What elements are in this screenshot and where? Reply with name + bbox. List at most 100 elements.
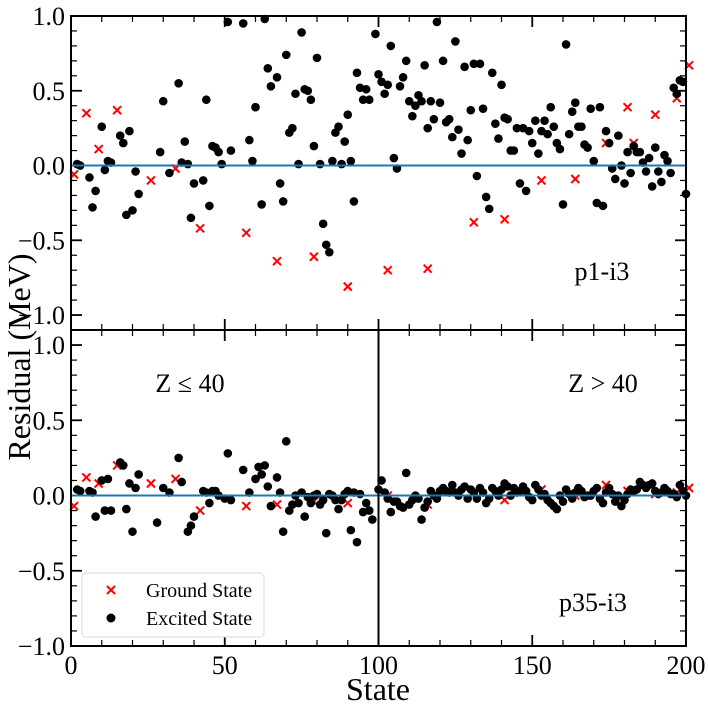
top-ground-state-point	[241, 228, 251, 238]
bottom-excited-state-point	[122, 504, 131, 514]
top-excited-state-point	[564, 129, 574, 139]
top-ground-state-point	[422, 263, 433, 274]
top-excited-state-point	[451, 37, 460, 46]
bottom-excited-state-point	[223, 449, 233, 458]
top-excited-state-point	[263, 64, 273, 73]
top-excited-state-point	[100, 165, 110, 175]
top-excited-state-point	[577, 122, 586, 131]
top-y-tick-label: −0.5	[18, 226, 65, 255]
top-excited-state-point	[275, 179, 285, 188]
top-excited-state-point	[251, 102, 260, 112]
bottom-excited-state-point	[186, 521, 196, 530]
top-excited-state-point	[134, 189, 143, 199]
top-excited-state-point	[122, 210, 131, 220]
top-excited-state-point	[546, 102, 555, 112]
top-excited-state-point	[663, 156, 672, 166]
top-excited-state-point	[115, 131, 125, 140]
top-excited-state-point	[214, 147, 223, 157]
bottom-excited-state-point	[423, 497, 433, 506]
top-ground-state-point	[146, 175, 156, 186]
top-excited-state-point	[549, 122, 559, 131]
x-axis-title: State	[346, 671, 410, 707]
top-excited-state-point	[294, 159, 303, 169]
top-excited-state-point	[555, 144, 565, 154]
bottom-panel: −1.0 −0.5 0.0 0.5 1.0 0 50 100 150 200 p35-i3 Z ≤ 4…	[18, 329, 706, 680]
top-excited-state-point	[478, 104, 488, 114]
bottom-excited-state-point	[294, 498, 303, 508]
top-excited-state-point	[620, 179, 629, 188]
top-excited-state-point	[395, 81, 405, 91]
top-excited-state-point	[198, 176, 208, 185]
top-y-tick-label: −1.0	[18, 301, 65, 330]
top-excited-state-point	[641, 167, 651, 176]
region-label-right: Z > 40	[568, 369, 638, 398]
top-excited-state-point	[567, 107, 577, 116]
top-panel-annotation: p1-i3	[575, 257, 630, 286]
top-excited-state-point	[586, 104, 595, 114]
top-excited-state-point	[88, 203, 97, 212]
bottom-excited-state-point	[103, 474, 113, 484]
top-excited-state-point	[128, 206, 137, 215]
top-excited-state-point	[155, 147, 165, 157]
bottom-excited-state-point	[355, 489, 365, 499]
bottom-excited-state-point	[189, 512, 199, 521]
top-excited-state-point	[223, 17, 233, 27]
bottom-excited-state-point	[361, 498, 371, 508]
top-excited-state-point	[598, 201, 608, 211]
top-excited-state-point	[654, 167, 663, 176]
top-excited-state-point	[524, 126, 534, 136]
top-ground-state-point	[499, 214, 510, 225]
top-excited-state-point	[475, 59, 485, 69]
bottom-excited-state-point	[647, 479, 657, 488]
top-excited-state-point	[325, 247, 334, 257]
bottom-excited-state-point	[346, 525, 356, 535]
top-excited-state-point	[389, 153, 399, 163]
top-excited-state-point	[531, 116, 540, 125]
top-excited-state-point	[174, 78, 183, 88]
bottom-excited-state-point	[158, 483, 168, 493]
top-excited-state-point	[666, 168, 675, 178]
top-excited-state-point	[672, 89, 682, 99]
top-ground-state-point	[383, 265, 393, 275]
legend-label-ground: Ground State	[146, 580, 252, 602]
top-excited-state-point	[349, 197, 359, 206]
top-excited-state-point	[472, 171, 482, 181]
bottom-excited-state-point	[306, 498, 316, 508]
bottom-excited-state-point	[125, 479, 134, 488]
top-excited-state-point	[420, 61, 429, 70]
top-excited-state-point	[303, 86, 313, 96]
bottom-excited-state-point	[312, 489, 322, 499]
top-ground-state-point	[309, 252, 319, 262]
x-tick-label: 100	[359, 651, 398, 680]
top-excited-state-point	[291, 89, 300, 99]
top-excited-state-point	[386, 41, 396, 51]
top-excited-state-point	[318, 219, 328, 229]
bottom-ground-state-point	[146, 478, 156, 489]
bottom-ground-state-point	[241, 501, 251, 511]
top-excited-state-point	[540, 116, 549, 125]
legend-marker-excited	[106, 613, 116, 623]
top-excited-state-point	[644, 153, 654, 163]
top-excited-state-point	[650, 143, 660, 152]
top-excited-state-point	[125, 126, 134, 136]
top-ground-state-point	[570, 174, 581, 184]
top-excited-state-point	[429, 114, 439, 124]
top-excited-state-point	[398, 73, 408, 82]
top-excited-state-point	[266, 81, 276, 91]
top-excited-state-point	[315, 159, 325, 169]
top-excited-state-point	[380, 89, 389, 99]
top-ground-state-point	[272, 256, 282, 266]
bottom-excited-state-point	[331, 495, 340, 505]
legend-label-excited: Excited State	[146, 608, 252, 630]
top-excited-state-point	[309, 141, 319, 151]
x-tick-label: 200	[667, 651, 706, 680]
bottom-excited-state-point	[592, 483, 602, 493]
top-excited-state-point	[91, 186, 100, 196]
bottom-excited-state-point	[177, 477, 186, 487]
bottom-excited-state-point	[364, 506, 374, 515]
bottom-excited-state-point	[272, 473, 282, 482]
top-excited-state-point	[595, 102, 605, 112]
x-tick-label: 50	[212, 651, 238, 680]
bottom-y-tick-label: −1.0	[18, 632, 65, 661]
top-y-tick-label: 0.0	[33, 152, 66, 181]
